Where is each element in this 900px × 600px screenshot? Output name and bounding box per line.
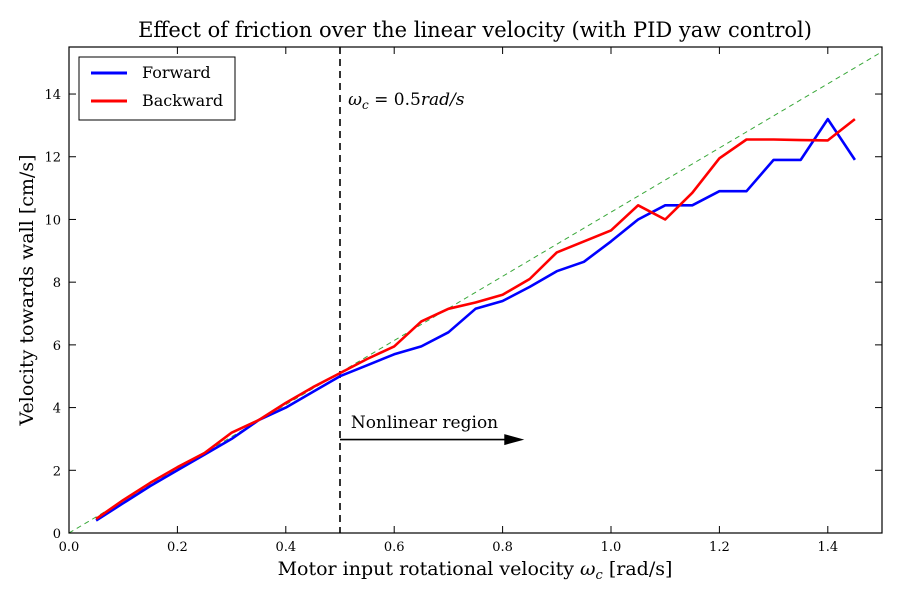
- legend-label-forward: Forward: [142, 63, 211, 82]
- y-tick-label: 12: [44, 151, 61, 166]
- x-axis-label-subscript: c: [596, 568, 604, 583]
- x-tick-label: 1.4: [817, 540, 838, 555]
- y-tick-label: 4: [53, 402, 61, 417]
- y-axis-label: Velocity towards wall [cm/s]: [16, 155, 38, 427]
- chart-title: Effect of friction over the linear veloc…: [138, 18, 812, 42]
- x-tick-label: 0.6: [384, 540, 405, 555]
- y-tick-label: 14: [44, 88, 61, 103]
- nonlinear-arrow-head: [504, 434, 525, 446]
- critical-velocity-unit: rad/s: [421, 90, 465, 110]
- y-tick-label: 10: [44, 213, 61, 228]
- x-tick-label: 0.2: [167, 540, 188, 555]
- legend: Forward Backward: [78, 56, 236, 121]
- y-tick-label: 8: [53, 276, 61, 291]
- critical-velocity-subscript: c: [362, 98, 369, 112]
- x-tick-label: 0.0: [59, 540, 80, 555]
- annotations: ωc = 0.5rad/s Nonlinear region: [340, 90, 525, 446]
- series-line-forward: [95, 117, 856, 522]
- x-tick-label: 0.8: [492, 540, 513, 555]
- x-axis-label: Motor input rotational velocity ωc [rad/…: [278, 558, 673, 583]
- nonlinear-region-label: Nonlinear region: [351, 413, 498, 433]
- critical-velocity-annotation: ωc = 0.5rad/s: [348, 90, 465, 112]
- plot-frame: [68, 46, 883, 534]
- x-tick-label: 1.2: [709, 540, 730, 555]
- y-tick-label: 6: [53, 339, 61, 354]
- x-tick-label: 1.0: [601, 540, 622, 555]
- x-axis-label-unit: [rad/s]: [603, 558, 673, 580]
- plot-area: [69, 47, 882, 533]
- x-axis-label-main: Motor input rotational velocity: [278, 558, 580, 580]
- legend-label-backward: Backward: [142, 91, 223, 110]
- critical-velocity-value: = 0.5: [369, 90, 421, 110]
- legend-box: [78, 56, 236, 121]
- critical-velocity-symbol: ω: [348, 90, 362, 110]
- series-line-backward: [95, 118, 856, 520]
- y-tick-label: 0: [53, 527, 61, 542]
- x-tick-label: 0.4: [275, 540, 296, 555]
- x-axis: 0.0 0.2 0.4 0.6 0.8 1.0 1.2 1.4: [59, 47, 838, 555]
- y-axis: 0 2 4 6 8 10 12 14: [44, 88, 882, 542]
- x-axis-label-symbol: ω: [580, 558, 596, 580]
- y-tick-label: 2: [53, 464, 61, 479]
